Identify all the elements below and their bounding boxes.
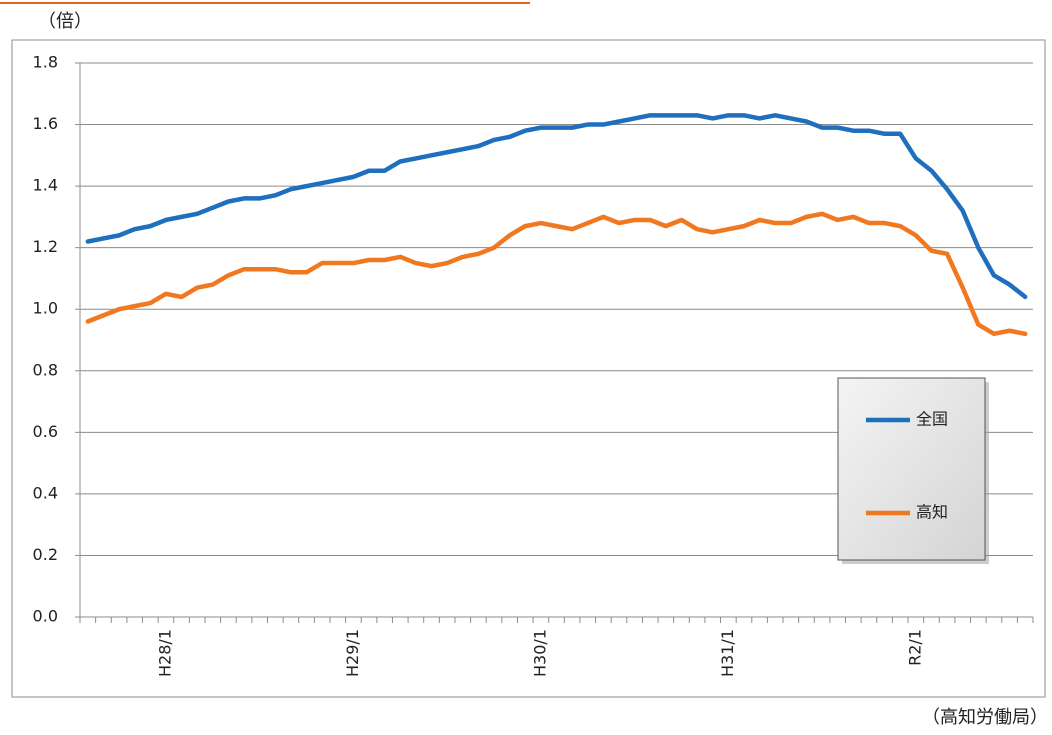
y-tick-label: 1.6 [33,114,58,133]
x-tick-label: H31/1 [718,629,737,677]
source: （高知労働局） [922,707,1048,728]
y-unit: （倍） [38,11,92,32]
chart-frame [11,39,1046,698]
y-tick-label: 1.8 [33,53,58,72]
x-tick-label: H30/1 [530,629,549,677]
legend-label: 高知 [916,503,948,522]
y-tick-label: 1.2 [33,237,58,256]
y-tick-label: 1.4 [33,176,58,195]
x-tick-label: H29/1 [343,629,362,677]
x-tick-label: R2/1 [905,629,924,666]
series-line [85,113,1028,300]
y-tick-label: 0.8 [33,360,58,379]
y-tick-label: 0.4 [33,483,58,502]
y-tick-label: 1.0 [33,299,58,318]
legend-label: 全国 [916,410,948,429]
y-tick-label: 0.0 [33,607,58,626]
y-tick-label: 0.2 [33,545,58,564]
series-line [85,211,1028,337]
legend-box [837,377,986,561]
x-tick-label: H28/1 [155,629,174,677]
y-tick-label: 0.6 [33,422,58,441]
